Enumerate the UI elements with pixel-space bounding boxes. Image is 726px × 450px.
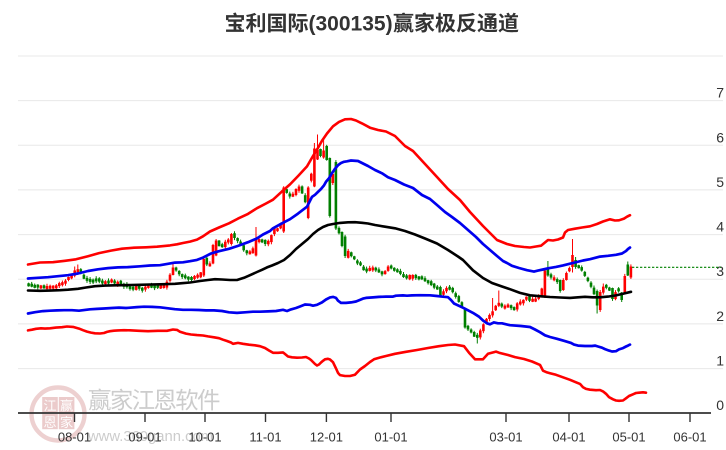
svg-text:11-01: 11-01 <box>249 430 281 445</box>
svg-text:10-01: 10-01 <box>188 430 221 445</box>
svg-text:06-01: 06-01 <box>673 430 706 445</box>
svg-text:6: 6 <box>716 129 724 145</box>
svg-text:12-01: 12-01 <box>310 430 343 445</box>
svg-text:7: 7 <box>716 85 724 101</box>
svg-text:3: 3 <box>716 263 724 279</box>
svg-text:09-01: 09-01 <box>128 430 161 445</box>
svg-text:5: 5 <box>716 174 724 190</box>
svg-text:(300135): (300135) <box>309 13 393 36</box>
svg-text:01-01: 01-01 <box>374 430 407 445</box>
svg-text:2: 2 <box>716 308 724 324</box>
svg-text:08-01: 08-01 <box>58 430 91 445</box>
svg-text:05-01: 05-01 <box>612 430 645 445</box>
svg-text:4: 4 <box>716 219 724 235</box>
svg-text:04-01: 04-01 <box>552 430 585 445</box>
svg-text:0: 0 <box>716 397 724 413</box>
svg-text:1: 1 <box>716 353 724 369</box>
svg-text:03-01: 03-01 <box>489 430 522 445</box>
svg-text:www.360gann.com: www.360gann.com <box>87 429 213 445</box>
